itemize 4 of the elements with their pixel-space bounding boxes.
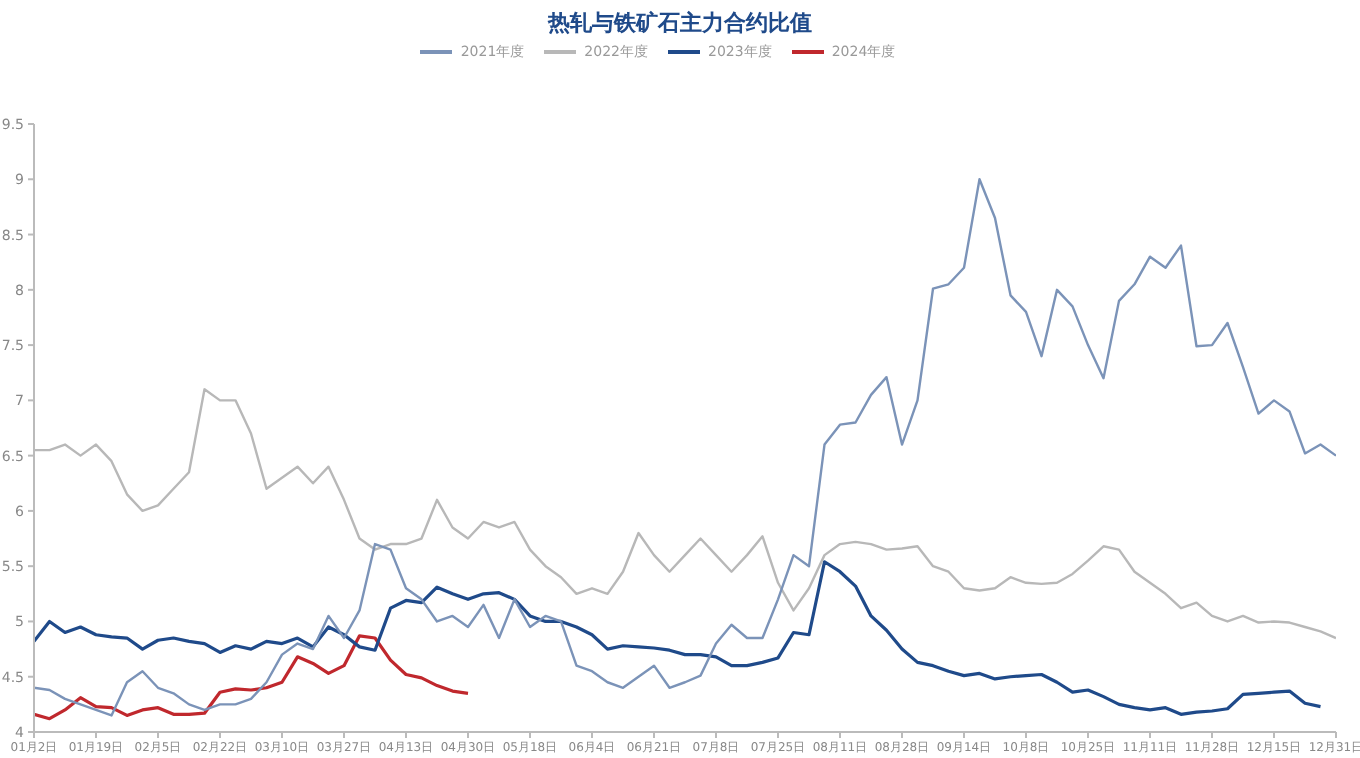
line-series xyxy=(34,178,1336,717)
line-series xyxy=(34,634,470,721)
line-series xyxy=(34,560,1323,716)
chart-title: 热轧与铁矿石主力合约比值 xyxy=(545,8,814,38)
